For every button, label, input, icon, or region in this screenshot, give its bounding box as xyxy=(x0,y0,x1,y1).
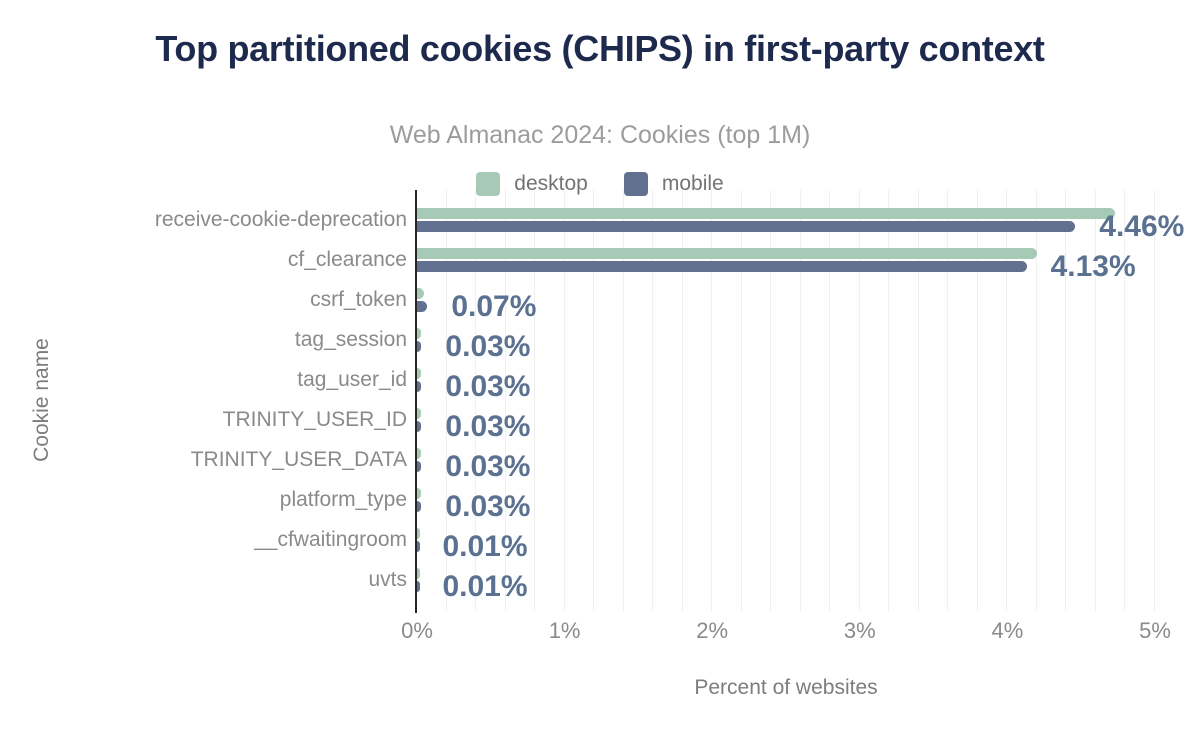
value-label: 0.03% xyxy=(445,370,531,403)
value-label: 0.07% xyxy=(451,290,537,323)
gridline xyxy=(888,190,890,611)
legend-item-desktop[interactable]: desktop xyxy=(476,172,588,196)
value-label: 0.01% xyxy=(442,570,528,603)
category-label: TRINITY_USER_DATA xyxy=(190,448,407,471)
category-label: cf_clearance xyxy=(287,248,407,271)
gridline xyxy=(740,190,742,611)
bar-desktop[interactable] xyxy=(417,568,420,579)
gridline xyxy=(1154,190,1155,611)
value-label: 0.03% xyxy=(445,330,531,363)
gridline xyxy=(799,190,801,611)
bar-desktop[interactable] xyxy=(417,248,1037,259)
legend-label: desktop xyxy=(514,172,588,195)
bar-desktop[interactable] xyxy=(417,368,422,379)
bar-mobile[interactable] xyxy=(417,381,422,392)
value-label: 0.03% xyxy=(445,490,531,523)
bar-mobile[interactable] xyxy=(417,221,1076,232)
bar-mobile[interactable] xyxy=(417,421,422,432)
category-label: tag_session xyxy=(294,328,407,351)
gridline xyxy=(858,190,860,611)
gridline xyxy=(976,190,978,611)
bar-mobile[interactable] xyxy=(417,301,428,312)
value-label: 0.01% xyxy=(442,530,528,563)
bar-mobile[interactable] xyxy=(417,261,1027,272)
value-label: 4.46% xyxy=(1099,210,1185,243)
chart-title: Top partitioned cookies (CHIPS) in first… xyxy=(155,28,1045,69)
gridline xyxy=(1094,190,1096,611)
category-label: tag_user_id xyxy=(297,368,407,391)
bar-mobile[interactable] xyxy=(417,501,422,512)
gridline xyxy=(917,190,919,611)
gridline xyxy=(504,190,506,611)
bar-desktop[interactable] xyxy=(417,328,422,339)
gridline xyxy=(947,190,949,611)
gridline xyxy=(622,190,624,611)
gridline xyxy=(770,190,772,611)
bar-desktop[interactable] xyxy=(417,208,1116,219)
gridline xyxy=(711,190,713,611)
value-label: 4.13% xyxy=(1050,250,1136,283)
gridline xyxy=(563,190,565,611)
chart-subtitle: Web Almanac 2024: Cookies (top 1M) xyxy=(389,121,811,149)
gridline xyxy=(445,190,447,611)
gridline xyxy=(1006,190,1008,611)
category-label: platform_type xyxy=(279,488,407,511)
y-axis-line xyxy=(415,190,417,613)
gridline xyxy=(652,190,654,611)
y-axis-title: Cookie name xyxy=(30,338,53,462)
category-label: receive-cookie-deprecation xyxy=(154,208,407,231)
x-tick-label: 4% xyxy=(991,618,1024,643)
gridline xyxy=(1065,190,1067,611)
category-label: __cfwaitingroom xyxy=(254,528,407,551)
bar-mobile[interactable] xyxy=(417,341,422,352)
gridline xyxy=(681,190,683,611)
gridline xyxy=(593,190,595,611)
bar-desktop[interactable] xyxy=(417,288,425,299)
gridline xyxy=(534,190,536,611)
category-label: csrf_token xyxy=(310,288,407,311)
bar-mobile[interactable] xyxy=(417,461,422,472)
legend: desktop mobile xyxy=(0,172,1200,196)
gridline xyxy=(829,190,831,611)
bar-desktop[interactable] xyxy=(417,448,422,459)
x-tick-label: 0% xyxy=(401,618,433,643)
bar-desktop[interactable] xyxy=(417,528,420,539)
x-tick-label: 3% xyxy=(843,618,876,643)
plot-area: 4.46% 4.13% 0.07% 0.03% 0.03% 0.03% 0.03% 0.03%… xyxy=(415,190,1184,613)
bar-desktop[interactable] xyxy=(417,408,422,419)
category-label: uvts xyxy=(368,568,407,591)
gridline xyxy=(1035,190,1037,611)
category-label: TRINITY_USER_ID xyxy=(222,408,407,431)
x-tick-label: 1% xyxy=(548,618,581,643)
x-axis-title: Percent of websites xyxy=(694,676,878,699)
value-label: 0.03% xyxy=(445,450,531,483)
bar-desktop[interactable] xyxy=(417,488,422,499)
legend-label: mobile xyxy=(661,172,724,195)
bar-mobile[interactable] xyxy=(417,541,420,552)
gridline xyxy=(475,190,477,611)
legend-swatch-mobile xyxy=(623,172,648,196)
gridline xyxy=(1124,190,1126,611)
legend-swatch-desktop xyxy=(476,172,501,196)
legend-item-mobile[interactable]: mobile xyxy=(623,172,724,196)
x-tick-label: 2% xyxy=(696,618,729,643)
value-label: 0.03% xyxy=(445,410,531,443)
x-tick-label: 5% xyxy=(1139,618,1171,643)
bar-mobile[interactable] xyxy=(417,581,420,592)
